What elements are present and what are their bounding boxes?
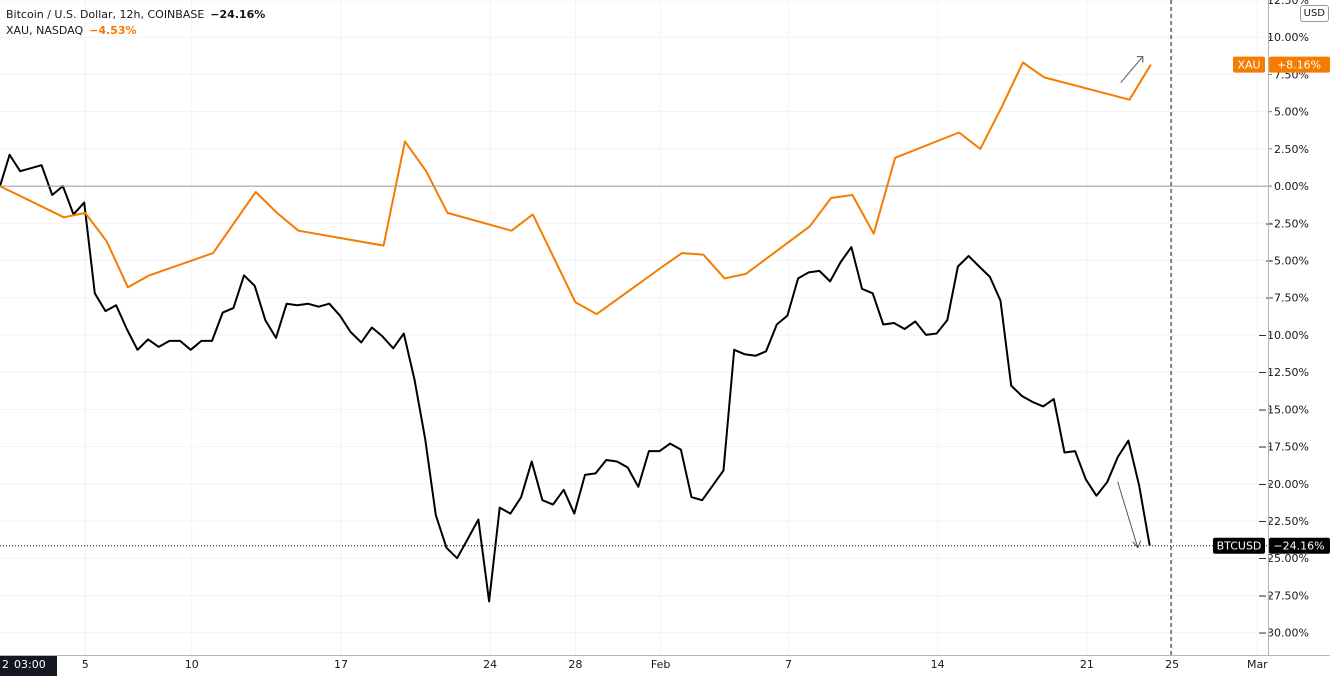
price-tick-label: −25.00% [1258, 552, 1309, 565]
price-tick-label: −12.50% [1258, 366, 1309, 379]
price-tick-label: 0.00% [1274, 180, 1309, 193]
price-tick-label: −30.00% [1258, 627, 1309, 640]
time-tick-label: 10 [185, 658, 199, 671]
btc-tag-label: BTCUSD [1217, 540, 1262, 553]
price-tick-label: 10.00% [1267, 31, 1309, 44]
series-line-btc [0, 153, 1151, 603]
btc-trend-arrow [1117, 481, 1139, 548]
time-axis[interactable]: 5 10 17 24 28 Feb 7 14 21 25 Mar 2 03:00 [0, 655, 1330, 677]
time-start-box [0, 656, 57, 676]
time-tick-label: 21 [1080, 658, 1094, 671]
price-tick-label: −2.50% [1265, 217, 1309, 230]
xau-tag-value-box [1269, 56, 1330, 73]
time-start-label: 03:00 [14, 658, 46, 671]
price-tick-label: −7.50% [1265, 292, 1309, 305]
grid-lines [0, 0, 1268, 655]
legend-btc[interactable]: Bitcoin / U.S. Dollar, 12h, COINBASE −24.… [6, 7, 265, 23]
time-tick-label: 28 [568, 658, 582, 671]
price-tick-label: −22.50% [1258, 515, 1309, 528]
time-tick-label: 17 [334, 658, 348, 671]
legend-btc-name: Bitcoin / U.S. Dollar, 12h, COINBASE [6, 8, 205, 21]
price-tick-label: 5.00% [1274, 106, 1309, 119]
price-tick-label: −27.50% [1258, 589, 1309, 602]
btc-tag-label-box [1213, 537, 1265, 554]
chart-overlays [0, 0, 1268, 655]
xau-trend-arrowhead [1136, 56, 1144, 63]
time-tick-label: 7 [785, 658, 792, 671]
price-tick-label: −17.50% [1258, 441, 1309, 454]
btc-tag-value: −24.16% [1273, 540, 1324, 553]
time-tick-label: 14 [931, 658, 945, 671]
price-tick-label: −15.00% [1258, 403, 1309, 416]
xau-tag-value: +8.16% [1277, 59, 1321, 72]
legend-xau-change: −4.53% [89, 24, 137, 37]
xau-tag-label: XAU [1237, 59, 1260, 72]
xau-trend-arrow [1120, 56, 1144, 83]
legend-xau[interactable]: XAU, NASDAQ −4.53% [6, 23, 137, 39]
price-axis[interactable]: 12.50%10.00%7.50%5.00%2.50%0.00%−2.50%−5… [1213, 0, 1330, 655]
time-start-prefix: 2 [2, 658, 9, 671]
time-tick-label: Feb [651, 658, 670, 671]
currency-button[interactable]: USD [1299, 5, 1329, 22]
series-line-xau [0, 61, 1152, 316]
time-tick-label: 5 [82, 658, 89, 671]
time-tick-label: Mar [1247, 658, 1268, 671]
legend-btc-change: −24.16% [210, 8, 266, 21]
btc-tag-value-box [1269, 537, 1330, 554]
price-tick-label: −10.00% [1258, 329, 1309, 342]
time-tick-label: 24 [483, 658, 497, 671]
price-tick-label: 2.50% [1274, 143, 1309, 156]
series-lines [0, 61, 1152, 603]
price-tick-label: 12.50% [1267, 0, 1309, 7]
legend-xau-name: XAU, NASDAQ [6, 24, 84, 37]
price-tick-label: −20.00% [1258, 478, 1309, 491]
btc-trend-arrowhead [1132, 540, 1142, 549]
time-tick-label: 25 [1165, 658, 1179, 671]
xau-tag-label-box [1233, 56, 1265, 73]
price-tick-label: −5.00% [1265, 255, 1309, 268]
